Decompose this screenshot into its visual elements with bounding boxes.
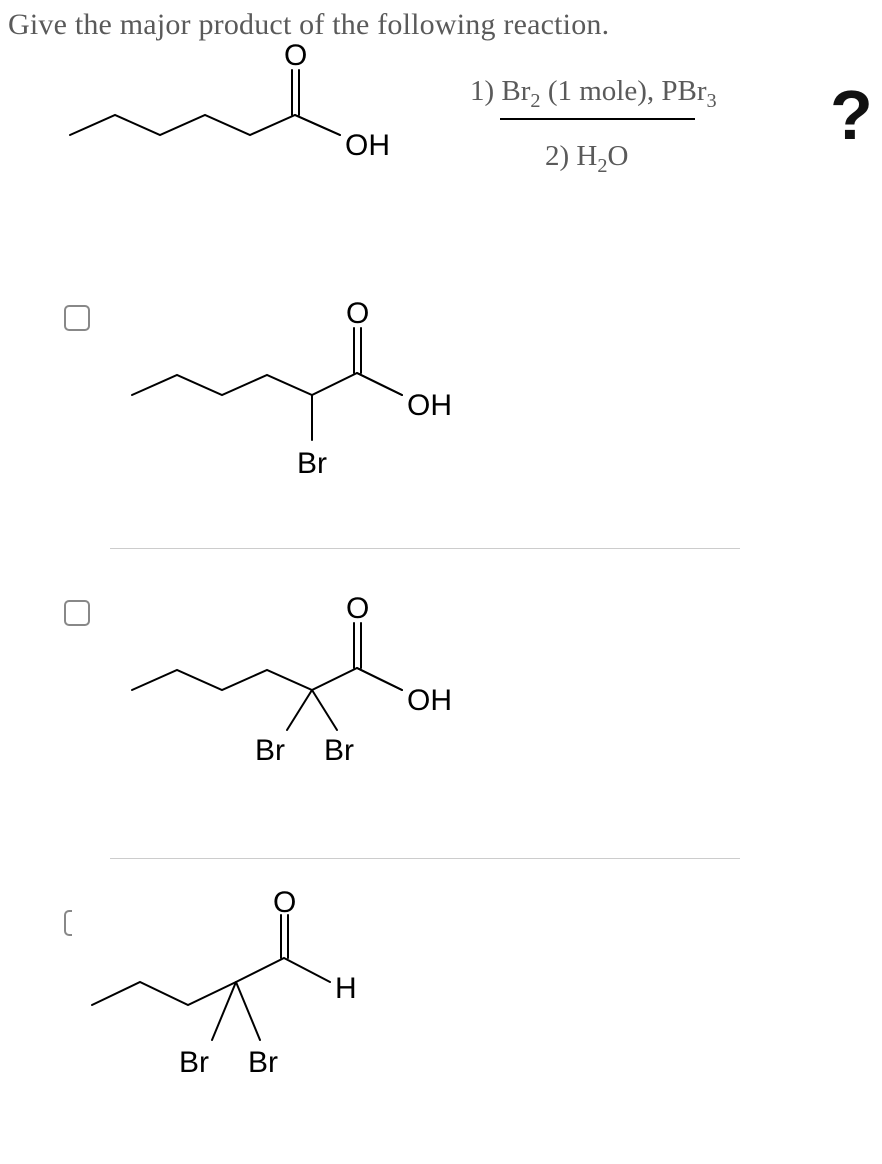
- o-label: O: [346, 297, 369, 330]
- option-c[interactable]: O H Br Br: [42, 890, 842, 1140]
- reaction-arrow: [500, 118, 705, 120]
- br-label-2: Br: [324, 734, 354, 767]
- o-label: O: [284, 40, 307, 72]
- option-b[interactable]: O OH Br Br: [42, 580, 842, 830]
- reagent-step1: 1) Br2 (1 mole), PBr3: [470, 75, 717, 113]
- option-c-structure: O H Br Br: [72, 890, 512, 1120]
- o-label: O: [273, 890, 296, 919]
- br-label-2: Br: [248, 1046, 278, 1079]
- product-placeholder: ?: [830, 75, 873, 155]
- br-label-1: Br: [255, 734, 285, 767]
- option-b-structure: O OH Br Br: [102, 580, 542, 810]
- reaction-scheme: O OH 1) Br2 (1 mole), PBr3 2) H2O ?: [40, 40, 860, 200]
- o-label: O: [346, 592, 369, 625]
- oh-label: OH: [407, 389, 452, 422]
- oh-label: OH: [345, 129, 390, 162]
- br-label: Br: [297, 447, 327, 480]
- option-a-checkbox[interactable]: [64, 305, 90, 331]
- question-text: Give the major product of the following …: [8, 8, 609, 42]
- divider-2: [110, 858, 740, 859]
- divider-1: [110, 548, 740, 549]
- oh-label: OH: [407, 684, 452, 717]
- h-label: H: [335, 972, 357, 1005]
- starting-material: O OH: [40, 40, 460, 210]
- option-a-structure: O OH Br: [102, 285, 542, 515]
- reagent-step2: 2) H2O: [545, 140, 628, 178]
- br-label-1: Br: [179, 1046, 209, 1079]
- option-a[interactable]: O OH Br: [42, 285, 842, 535]
- option-b-checkbox[interactable]: [64, 600, 90, 626]
